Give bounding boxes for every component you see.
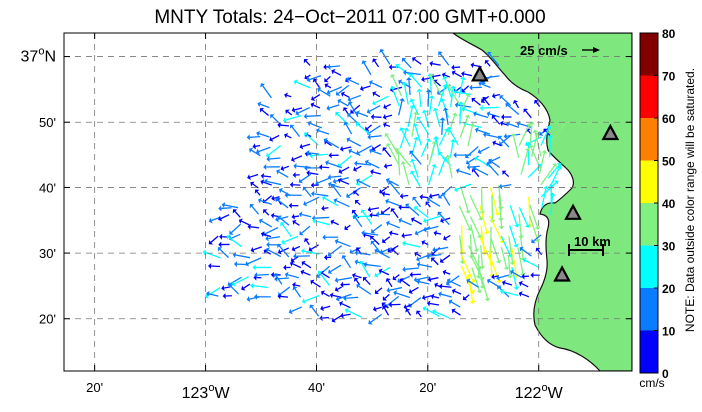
colorbar-note: NOTE: Data outside color range will be s… — [683, 68, 697, 332]
y-tick-label: 40' — [39, 180, 56, 195]
colorbar-segment — [640, 161, 658, 204]
colorbar-tick-label: 50 — [662, 155, 676, 169]
y-tick-label: 50' — [39, 115, 56, 130]
map-panel: 20' 123oW 40' 20' 122oW 37oN 50' 40' 30' 20' 25 c… — [21, 33, 632, 402]
scale-distance-label: 10 km — [574, 234, 611, 249]
colorbar-tick-label: 30 — [662, 240, 676, 254]
x-tick-label: 20' — [419, 380, 436, 395]
y-tick-label: 20' — [39, 312, 56, 327]
colorbar-segment — [640, 76, 658, 119]
colorbar-segment — [640, 246, 658, 289]
colorbar-segment — [640, 203, 658, 246]
x-tick-label: 123oW — [182, 382, 231, 402]
colorbar-segment — [640, 288, 658, 331]
colorbar-unit: cm/s — [639, 376, 664, 390]
colorbar-tick-label: 10 — [662, 325, 676, 339]
x-tick-label: 122oW — [515, 382, 564, 402]
colorbar-segment — [640, 331, 658, 374]
colorbar-tick-label: 70 — [662, 70, 676, 84]
x-tick-label: 40' — [308, 380, 325, 395]
colorbar-tick-label: 80 — [662, 27, 676, 41]
colorbar-segment — [640, 33, 658, 76]
scale-vector-label: 25 cm/s — [520, 43, 568, 58]
colorbar-tick-label: 60 — [662, 112, 676, 126]
colorbar-segment — [640, 118, 658, 161]
map-title: MNTY Totals: 24−Oct−2011 07:00 GMT+0.000 — [154, 7, 545, 28]
x-tick-label: 20' — [86, 380, 103, 395]
colorbar-tick-label: 20 — [662, 282, 676, 296]
y-tick-label: 37oN — [21, 46, 56, 66]
y-tick-label: 30' — [39, 246, 56, 261]
colorbar-tick-label: 40 — [662, 197, 676, 211]
